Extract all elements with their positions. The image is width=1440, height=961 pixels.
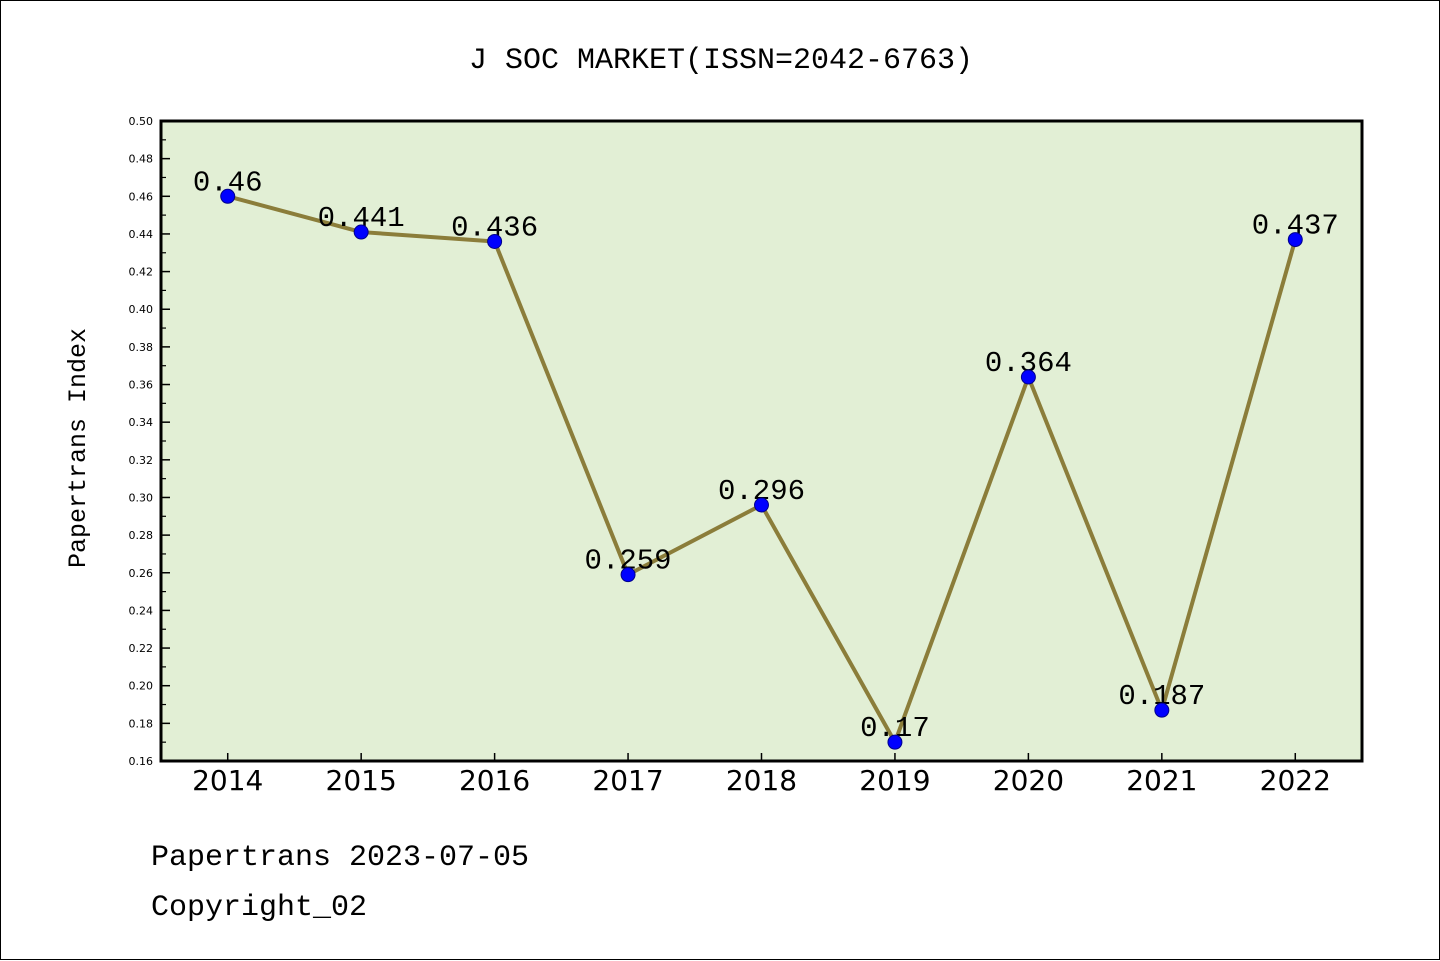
footer-copyright: Copyright_02 [151,891,367,925]
y-tick-label: 0.20 [129,680,154,693]
data-marks: 0.460.441 0.4360.2590.2960.170.3640.1870.… [193,166,1339,750]
y-tick-label: 0.36 [129,379,154,392]
x-tick-label: 2022 [1260,764,1331,797]
y-tick-label: 0.24 [129,604,154,617]
y-tick-label: 0.18 [129,717,154,730]
y-axis-label: Papertrans Index [64,328,93,568]
y-tick-label: 0.48 [129,153,154,166]
data-point [353,224,369,240]
y-tick-label: 0.34 [129,416,154,429]
data-point [1154,702,1170,718]
axes: 0.16 0.18 0.20 0.22 0.24 0.26 0.28 0.30 0.32 0.34… [129,115,1331,797]
y-tick-label: 0.40 [129,303,154,316]
data-point [620,567,636,583]
x-tick-label: 2021 [1126,764,1197,797]
data-point [1020,369,1036,385]
y-tick-label: 0.38 [129,341,154,354]
y-tick-label: 0.26 [129,567,154,580]
y-tick-label: 0.50 [129,115,154,128]
data-point [220,188,236,204]
x-tick-label: 2019 [859,764,930,797]
y-tick-label: 0.28 [129,529,154,542]
y-tick-label: 0.42 [129,266,154,279]
data-point [1287,232,1303,248]
data-point [754,497,769,513]
y-tick-label: 0.32 [129,454,154,467]
data-point [887,734,903,750]
x-tick-label: 2018 [726,764,797,797]
data-point [487,233,503,249]
x-tick-label: 2014 [192,764,263,797]
x-tick-label: 2017 [592,764,663,797]
x-tick-label: 2020 [993,764,1064,797]
y-tick-label: 0.16 [129,755,154,768]
chart-title: J SOC MARKET(ISSN=2042-6763) [469,44,973,78]
y-tick-label: 0.46 [129,190,154,203]
x-tick-label: 2016 [459,764,530,797]
y-tick-label: 0.22 [129,642,154,655]
y-tick-label: 0.30 [129,491,154,504]
footer-source: Papertrans 2023-07-05 [151,841,529,875]
x-tick-label: 2015 [326,764,397,797]
y-tick-label: 0.44 [129,228,154,241]
